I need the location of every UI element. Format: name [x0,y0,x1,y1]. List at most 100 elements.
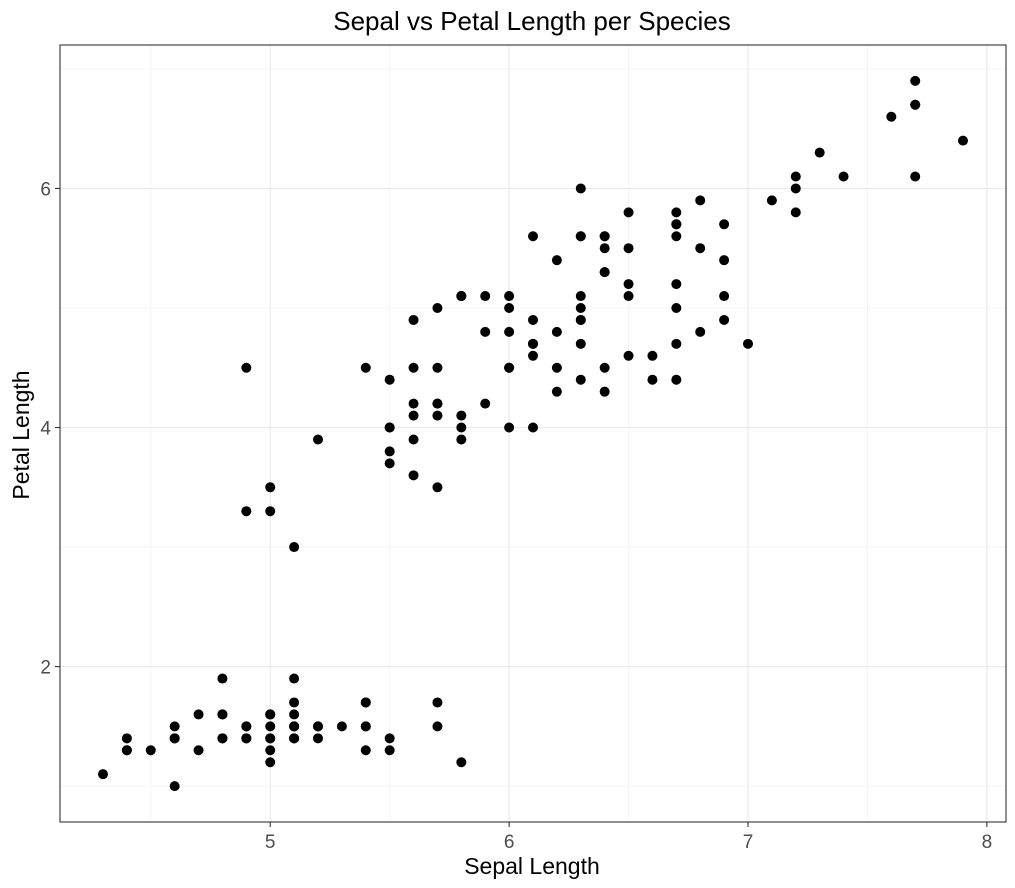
data-point [408,410,419,421]
data-point [313,733,323,744]
data-point [623,291,634,302]
data-point [719,255,730,266]
data-point [623,243,634,254]
data-point [265,482,276,493]
data-point [814,147,825,158]
data-point [671,302,682,313]
data-point [432,697,443,708]
data-point [384,733,395,744]
data-point [289,673,300,684]
data-point [456,434,467,445]
data-point [528,350,538,361]
data-point [790,183,801,194]
data-point [241,506,252,517]
data-point [169,733,180,744]
data-point [551,326,562,337]
data-point [217,673,228,684]
data-point [551,386,562,397]
data-point [289,721,300,732]
data-point [289,709,300,720]
data-point [98,769,108,780]
data-point [432,398,443,409]
data-point [623,279,634,290]
data-point [910,171,921,182]
data-point [719,219,730,230]
data-point [623,350,634,361]
data-point [456,410,467,421]
data-point [408,470,419,481]
data-point [575,231,586,242]
data-point [719,291,730,302]
data-point [289,733,300,744]
data-point [217,733,228,744]
data-points [98,75,968,792]
data-point [265,721,276,732]
data-point [504,422,515,433]
data-point [480,326,491,337]
data-point [743,338,753,349]
data-point [432,362,443,373]
data-point [384,422,395,433]
x-tick-label: 6 [504,832,515,853]
data-point [504,362,515,373]
data-point [910,99,921,110]
data-point [647,350,658,361]
data-point [384,374,395,385]
data-point [121,745,132,756]
data-point [384,458,395,469]
data-point [265,709,276,720]
data-point [432,721,443,732]
data-point [671,231,682,242]
data-point [241,733,252,744]
data-point [480,398,491,409]
data-point [169,721,180,732]
data-point [336,721,347,732]
data-point [886,111,897,122]
data-point [551,362,562,373]
data-point [265,733,276,744]
grid-lines [60,45,1006,822]
data-point [647,374,658,385]
data-point [671,374,682,385]
data-point [456,757,467,768]
y-axis-label: Petal Length [8,370,34,499]
data-point [528,338,538,349]
data-point [456,422,467,433]
data-point [575,338,586,349]
data-point [480,291,491,302]
data-point [575,374,586,385]
data-point [695,326,706,337]
x-axis-label: Sepal Length [464,853,600,879]
data-point [432,410,443,421]
data-point [910,75,921,86]
data-point [193,709,204,720]
data-point [360,697,371,708]
data-point [145,745,156,756]
data-point [360,721,371,732]
data-point [551,255,562,266]
data-point [599,267,610,278]
data-point [790,207,801,218]
y-tick-label: 4 [40,419,51,440]
data-point [289,542,300,553]
data-point [193,745,204,756]
data-point [360,745,371,756]
x-tick-label: 7 [743,832,754,853]
data-point [432,302,443,313]
data-point [408,314,419,325]
data-point [217,709,228,720]
data-point [504,302,515,313]
data-point [671,207,682,218]
x-tick-label: 5 [265,832,276,853]
data-point [384,745,395,756]
data-point [408,434,419,445]
data-point [671,279,682,290]
data-point [623,207,634,218]
data-point [599,231,610,242]
data-point [671,338,682,349]
data-point [575,183,586,194]
data-point [456,291,467,302]
data-point [528,314,538,325]
data-point [408,362,419,373]
